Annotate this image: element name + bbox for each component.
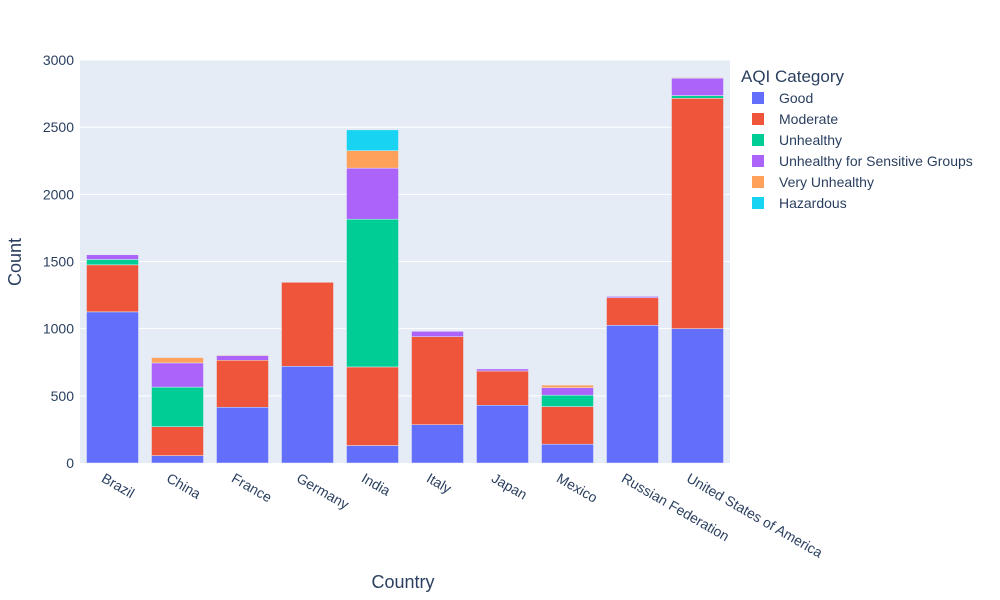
bar-segment — [216, 359, 269, 408]
bar-segment — [216, 355, 269, 361]
bar-segment — [346, 218, 399, 368]
bar-segment — [411, 331, 464, 337]
bar-segment — [606, 325, 659, 464]
x-tick-label: Russian Federation — [619, 470, 732, 545]
bar-segment — [86, 259, 139, 266]
bar-segment — [541, 394, 594, 407]
x-tick-label: Italy — [424, 470, 454, 497]
legend-item-label: Unhealthy for Sensitive Groups — [779, 153, 973, 169]
x-tick-label: Germany — [294, 470, 352, 513]
bar-segment — [671, 77, 724, 79]
legend-swatch — [752, 155, 764, 167]
y-tick-label: 2000 — [43, 186, 74, 202]
bar-segment — [476, 370, 529, 406]
x-tick-label: Japan — [489, 470, 530, 503]
bar-segment — [671, 95, 724, 99]
x-tick-label: France — [229, 470, 275, 506]
bar-segment — [671, 98, 724, 329]
legend-item-label: Very Unhealthy — [779, 174, 874, 190]
y-axis-ticks: 0 500 1000 1500 2000 2500 3000 — [43, 52, 74, 471]
x-axis-title: Country — [371, 572, 434, 592]
bar-segment — [86, 254, 139, 260]
bar-segment — [606, 296, 659, 299]
legend-item-label: Unhealthy — [779, 132, 842, 148]
bar-segment — [151, 362, 204, 388]
legend-title: AQI Category — [741, 67, 844, 86]
y-tick-label: 1000 — [43, 321, 74, 337]
legend: AQI Category Good Moderate Unhealthy Unheal… — [741, 67, 973, 211]
bar-segment — [216, 354, 269, 356]
bar-segment — [151, 357, 204, 364]
bar-segment — [346, 129, 399, 151]
bar-segment — [671, 77, 724, 96]
x-tick-label: Brazil — [99, 470, 137, 501]
bar-segment — [151, 426, 204, 456]
x-tick-label: China — [164, 470, 204, 502]
bar-segment — [606, 297, 659, 326]
x-tick-label: India — [359, 470, 393, 499]
legend-swatch — [752, 176, 764, 188]
legend-swatch — [752, 134, 764, 146]
bar-segment — [86, 311, 139, 464]
bar-segment — [411, 336, 464, 425]
y-tick-label: 0 — [66, 455, 74, 471]
bar-segment — [346, 366, 399, 446]
bar-segment — [671, 328, 724, 464]
legend-item-label: Moderate — [779, 111, 838, 127]
bar-segment — [346, 150, 399, 169]
bar-segment — [411, 424, 464, 464]
bar-segment — [216, 407, 269, 464]
legend-item-label: Hazardous — [779, 195, 847, 211]
x-axis-ticks: Brazil China France Germany India Italy Japan M… — [99, 470, 826, 561]
y-tick-label: 1500 — [43, 254, 74, 270]
bar-segment — [346, 445, 399, 464]
bar-segment — [541, 443, 594, 464]
bar-segment — [541, 406, 594, 445]
y-axis-title: Count — [5, 238, 25, 286]
y-tick-label: 500 — [51, 388, 75, 404]
legend-swatch — [752, 113, 764, 125]
bar-segment — [281, 282, 334, 367]
bar-segment — [281, 366, 334, 464]
bars — [86, 77, 724, 464]
bar-segment — [151, 386, 204, 427]
bar-segment — [541, 384, 594, 389]
legend-item-label: Good — [779, 90, 813, 106]
legend-swatch — [752, 92, 764, 104]
bar-segment — [541, 387, 594, 396]
bar-segment — [346, 167, 399, 220]
x-tick-label: Mexico — [554, 470, 601, 506]
y-tick-label: 3000 — [43, 52, 74, 68]
legend-swatch — [752, 197, 764, 209]
bar-segment — [476, 404, 529, 464]
y-tick-label: 2500 — [43, 119, 74, 135]
bar-segment — [151, 455, 204, 464]
bar-segment — [86, 264, 139, 313]
bar-segment — [476, 368, 529, 372]
